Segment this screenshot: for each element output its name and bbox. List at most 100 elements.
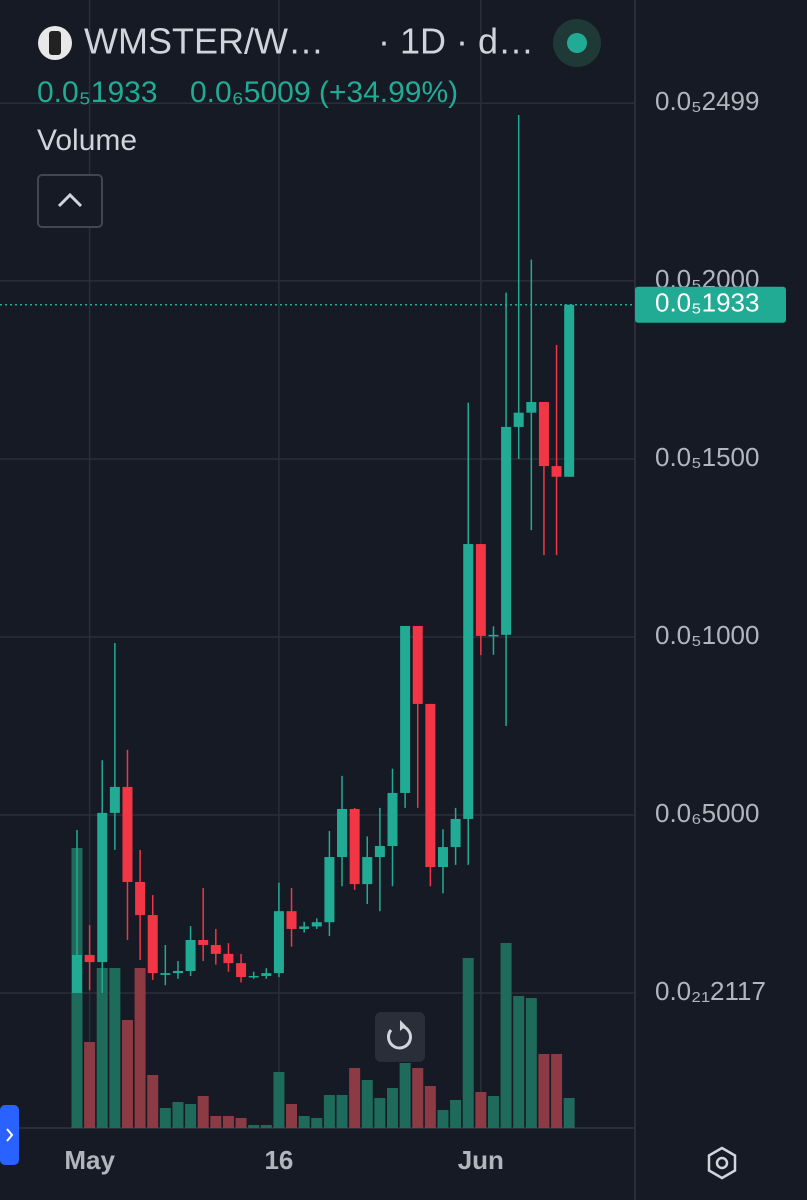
candle-body: [400, 625, 411, 793]
last-price-box: [635, 286, 786, 323]
candle-body: [160, 973, 171, 975]
volume-bar: [323, 1095, 335, 1128]
volume-bar: [349, 1068, 361, 1128]
candle-body: [374, 846, 385, 858]
y-tick-label: 0.0₅1000: [655, 620, 759, 650]
candle-body: [526, 401, 537, 413]
candle-body: [248, 975, 259, 978]
volume-bar: [96, 968, 108, 1128]
candle-body: [172, 970, 183, 974]
reset-icon: [387, 1024, 412, 1050]
volume-bar: [487, 1096, 499, 1128]
candle-body: [513, 412, 524, 427]
volume-bar: [84, 1042, 96, 1128]
volume-bar: [235, 1118, 247, 1128]
candle-body: [337, 808, 348, 858]
symbol-title: WMSTER/W…: [84, 21, 324, 62]
volume-bar: [336, 1095, 348, 1128]
volume-bar: [159, 1108, 171, 1128]
interval: · 1D · d…: [378, 21, 534, 62]
candle-body: [84, 954, 95, 963]
settings-icon[interactable]: [707, 1146, 737, 1180]
volume-bar: [387, 1088, 398, 1128]
y-tick-label: 0.0₅2499: [655, 86, 759, 116]
volume-bar: [197, 1096, 209, 1128]
settings-icon-center: [715, 1156, 729, 1170]
x-tick-label: 16: [264, 1145, 293, 1175]
volume-bar: [134, 968, 146, 1128]
candle-body: [463, 544, 474, 819]
volume-bar: [475, 1092, 487, 1128]
candle-body: [362, 857, 373, 885]
y-tick-label: 0.0₂₁2117: [655, 976, 766, 1006]
candle-body: [538, 401, 549, 467]
collapse-button[interactable]: [37, 174, 103, 228]
volume-bar: [311, 1118, 323, 1128]
volume-bar: [172, 1102, 184, 1128]
volume-bar: [500, 943, 512, 1128]
candle-body: [135, 881, 146, 916]
x-tick-label: May: [64, 1145, 115, 1175]
candle-body: [349, 808, 360, 885]
x-tick-label: Jun: [458, 1145, 504, 1175]
volume-bar: [185, 1104, 197, 1128]
volume-bar: [298, 1116, 310, 1128]
candle-body: [210, 944, 221, 954]
candle-body: [122, 786, 133, 882]
candle-body: [261, 973, 272, 976]
volume-bar: [563, 1098, 575, 1128]
chevron-up: [57, 192, 83, 208]
candle-body: [425, 703, 436, 868]
candle-body: [475, 544, 486, 636]
reset-button[interactable]: [375, 1012, 425, 1062]
y-tick-label: 0.0₅1500: [655, 442, 759, 472]
candle-body: [286, 911, 297, 929]
volume-bar: [424, 1086, 436, 1128]
volume-bar: [551, 1054, 563, 1128]
reset-arrow: [400, 1020, 406, 1031]
candle-body: [311, 922, 322, 927]
candle-body: [501, 426, 512, 635]
candle-body: [273, 911, 284, 974]
candle-body: [450, 818, 461, 848]
candle-body: [551, 466, 562, 477]
candle-body: [564, 304, 575, 477]
candle-body: [324, 857, 335, 923]
y-tick-label: 0.0₆5000: [655, 798, 759, 828]
candle-body: [299, 926, 310, 929]
volume-bar: [450, 1100, 462, 1128]
side-tab[interactable]: [0, 1105, 19, 1165]
volume-bar: [513, 996, 525, 1128]
candle-body: [223, 953, 234, 964]
volume-bar: [109, 968, 121, 1128]
volume-bar: [147, 1075, 159, 1128]
candle-body: [97, 812, 108, 963]
candle-body: [387, 792, 398, 846]
volume-bar: [412, 1068, 424, 1128]
candle-body: [437, 847, 448, 868]
volume-bar: [286, 1104, 298, 1128]
volume-bar: [273, 1072, 285, 1128]
volume-bar: [248, 1125, 260, 1128]
volume-bar: [462, 958, 474, 1128]
volume-bar: [399, 1063, 411, 1128]
volume-bar: [361, 1080, 373, 1128]
candle-body: [185, 940, 196, 971]
status-dot: [567, 33, 587, 53]
volume-bar: [222, 1116, 234, 1128]
candle-body: [198, 940, 209, 945]
volume-title: Volume: [37, 124, 137, 157]
last-price-label: 0.0₅1933: [655, 288, 759, 318]
volume-bar: [538, 1054, 550, 1128]
candle-body: [236, 963, 247, 978]
change: 0.0₆5009 (+34.99%): [190, 76, 458, 109]
volume-bar: [525, 998, 537, 1128]
volume-bar: [437, 1110, 449, 1128]
candle-body: [488, 634, 499, 637]
volume-bar: [260, 1125, 272, 1128]
volume-bar: [210, 1116, 222, 1128]
volume-bar: [121, 1020, 133, 1128]
candle-body: [72, 954, 82, 994]
